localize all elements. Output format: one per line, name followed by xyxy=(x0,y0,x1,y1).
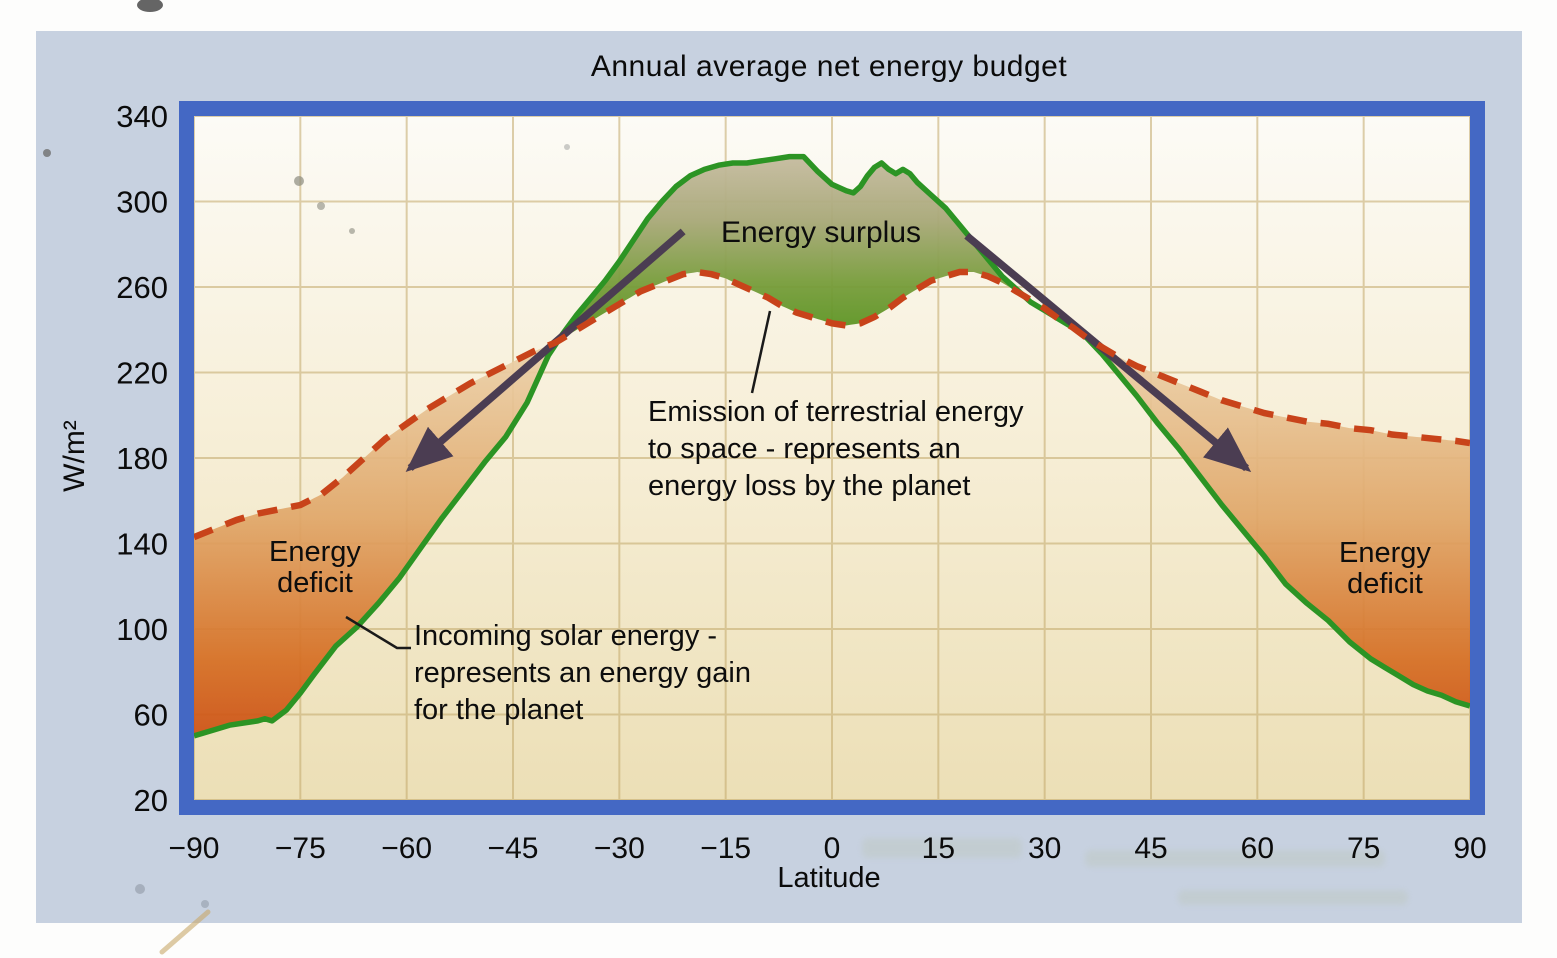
x-tick-label: 90 xyxy=(1453,832,1486,865)
heat-transport-arrow-south xyxy=(405,228,686,472)
x-tick-label: 45 xyxy=(1134,832,1167,865)
y-tick-label: 260 xyxy=(116,270,168,305)
y-axis-unit-label: W/m² xyxy=(58,420,91,492)
incoming-solar-curve xyxy=(194,153,1470,739)
x-tick-label: −45 xyxy=(488,832,539,865)
x-tick-label: 0 xyxy=(824,832,841,865)
y-tick-label: 20 xyxy=(134,783,168,818)
x-tick-label: −90 xyxy=(169,832,220,865)
energy-deficit-region-south xyxy=(194,341,558,736)
terrestrial-emission-curve xyxy=(194,268,1470,541)
x-tick-label: −15 xyxy=(700,832,751,865)
x-tick-label: −30 xyxy=(594,832,645,865)
energy-surplus-region xyxy=(557,156,1088,342)
x-tick-label: 15 xyxy=(922,832,955,865)
energy-deficit-region-north xyxy=(1087,338,1470,706)
solar-note-leader-line xyxy=(345,615,411,650)
x-tick-label: 60 xyxy=(1241,832,1274,865)
x-tick-label: 75 xyxy=(1347,832,1380,865)
y-tick-label: 140 xyxy=(116,527,168,562)
y-tick-label: 340 xyxy=(116,99,168,134)
chart-title: Annual average net energy budget xyxy=(590,50,1068,83)
plot-area xyxy=(194,116,1470,800)
x-axis-title: Latitude xyxy=(777,862,881,894)
y-tick-label: 180 xyxy=(116,441,168,476)
scan-ghost-mark xyxy=(1085,850,1385,867)
y-axis-ticks: 340 300 260 220 180 140 100 60 20 xyxy=(116,99,168,818)
incoming-solar-annotation: Incoming solar energy - represents an en… xyxy=(414,620,751,726)
energy-surplus-label: Energy surplus xyxy=(720,216,922,249)
scan-artifacts xyxy=(43,0,570,955)
energy-deficit-label-north: Energy deficit xyxy=(1339,537,1431,600)
x-tick-label: −60 xyxy=(381,832,432,865)
x-tick-label: −75 xyxy=(275,832,326,865)
y-tick-label: 60 xyxy=(134,698,168,733)
y-tick-label: 300 xyxy=(116,185,168,220)
energy-deficit-label-south: Energy deficit xyxy=(269,536,361,599)
x-tick-label: 30 xyxy=(1028,832,1061,865)
scan-ghost-mark xyxy=(1178,890,1408,905)
x-axis-ticks: −90 −75 −60 −45 −30 −15 0 15 30 45 60 75 90 xyxy=(169,832,1487,865)
emission-annotation: Emission of terrestrial energy to space … xyxy=(648,396,1024,502)
y-tick-label: 220 xyxy=(116,356,168,391)
scan-ghost-mark xyxy=(862,838,1022,858)
chart-frame-border xyxy=(179,101,1485,815)
emission-note-leader-line xyxy=(750,310,772,394)
y-tick-label: 100 xyxy=(116,612,168,647)
